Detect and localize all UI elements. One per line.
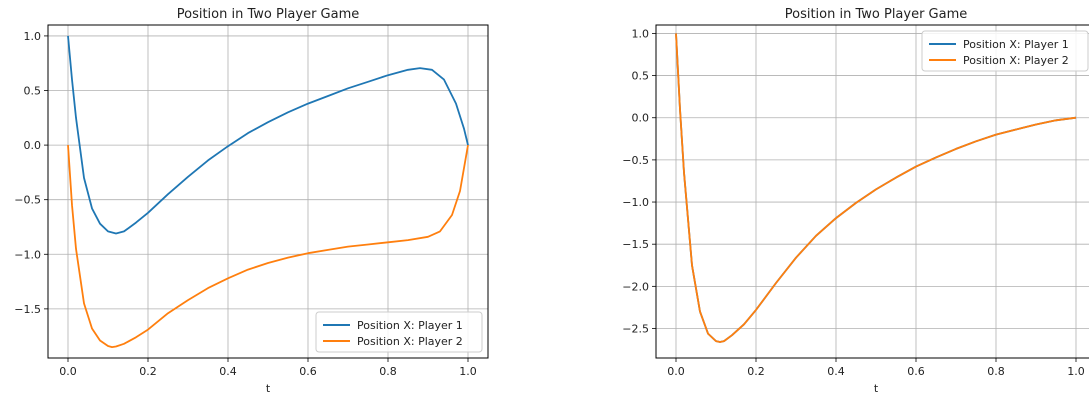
y-tick-label: −1.0 <box>622 196 649 209</box>
x-tick-label: 0.4 <box>827 365 845 378</box>
legend-label-player-1: Position X: Player 1 <box>963 38 1069 51</box>
y-tick-label: 0.0 <box>24 139 42 152</box>
y-tick-label: −2.5 <box>622 322 649 335</box>
legend-label-player-2: Position X: Player 2 <box>963 54 1069 67</box>
x-axis-label: t <box>266 382 271 395</box>
x-tick-label: 0.0 <box>59 365 77 378</box>
y-tick-label: 0.5 <box>24 85 42 98</box>
chart-title: Position in Two Player Game <box>785 7 968 22</box>
chart-title: Position in Two Player Game <box>177 7 360 22</box>
x-tick-label: 0.4 <box>219 365 237 378</box>
axes-frame <box>655 24 1089 359</box>
legend-label-player-2: Position X: Player 2 <box>357 335 463 348</box>
x-tick-label: 0.0 <box>667 365 685 378</box>
series-line-player-1 <box>67 35 469 235</box>
chart-left: Position in Two Player Game 0.0 0.2 0.4 0.6… <box>14 7 489 395</box>
x-tick-label: 1.0 <box>1067 365 1085 378</box>
y-tick-label: 1.0 <box>24 30 42 43</box>
y-tick-label: −1.0 <box>14 248 41 261</box>
y-tick-label: −0.5 <box>14 194 41 207</box>
x-tick-label: 1.0 <box>459 365 477 378</box>
legend-box <box>315 311 483 353</box>
series-line-player-2 <box>675 33 1077 343</box>
x-tick-label: 0.2 <box>139 365 157 378</box>
x-tick-label: 0.6 <box>907 365 925 378</box>
x-tick-label: 0.8 <box>987 365 1005 378</box>
y-tick-label: 1.0 <box>632 27 650 40</box>
y-tick-label: −1.5 <box>14 303 41 316</box>
x-tick-label: 0.8 <box>379 365 397 378</box>
axes-frame <box>47 24 489 359</box>
chart-right: Position in Two Player Game 0.0 0.2 0.4 0.6… <box>622 7 1089 395</box>
series-line-player-2 <box>67 144 469 348</box>
x-tick-label: 0.6 <box>299 365 317 378</box>
y-tick-label: −0.5 <box>622 154 649 167</box>
legend: Position X: Player 1 Position X: Player … <box>921 30 1089 72</box>
y-tick-label: −1.5 <box>622 238 649 251</box>
legend-box <box>921 30 1089 72</box>
y-tick-label: 0.0 <box>632 112 650 125</box>
y-tick-label: 0.5 <box>632 70 650 83</box>
x-axis-label: t <box>874 382 879 395</box>
legend: Position X: Player 1 Position X: Player … <box>315 311 483 353</box>
series-line-player-1 <box>675 33 1077 343</box>
y-tick-label: −2.0 <box>622 280 649 293</box>
x-tick-label: 0.2 <box>747 365 765 378</box>
legend-label-player-1: Position X: Player 1 <box>357 319 463 332</box>
